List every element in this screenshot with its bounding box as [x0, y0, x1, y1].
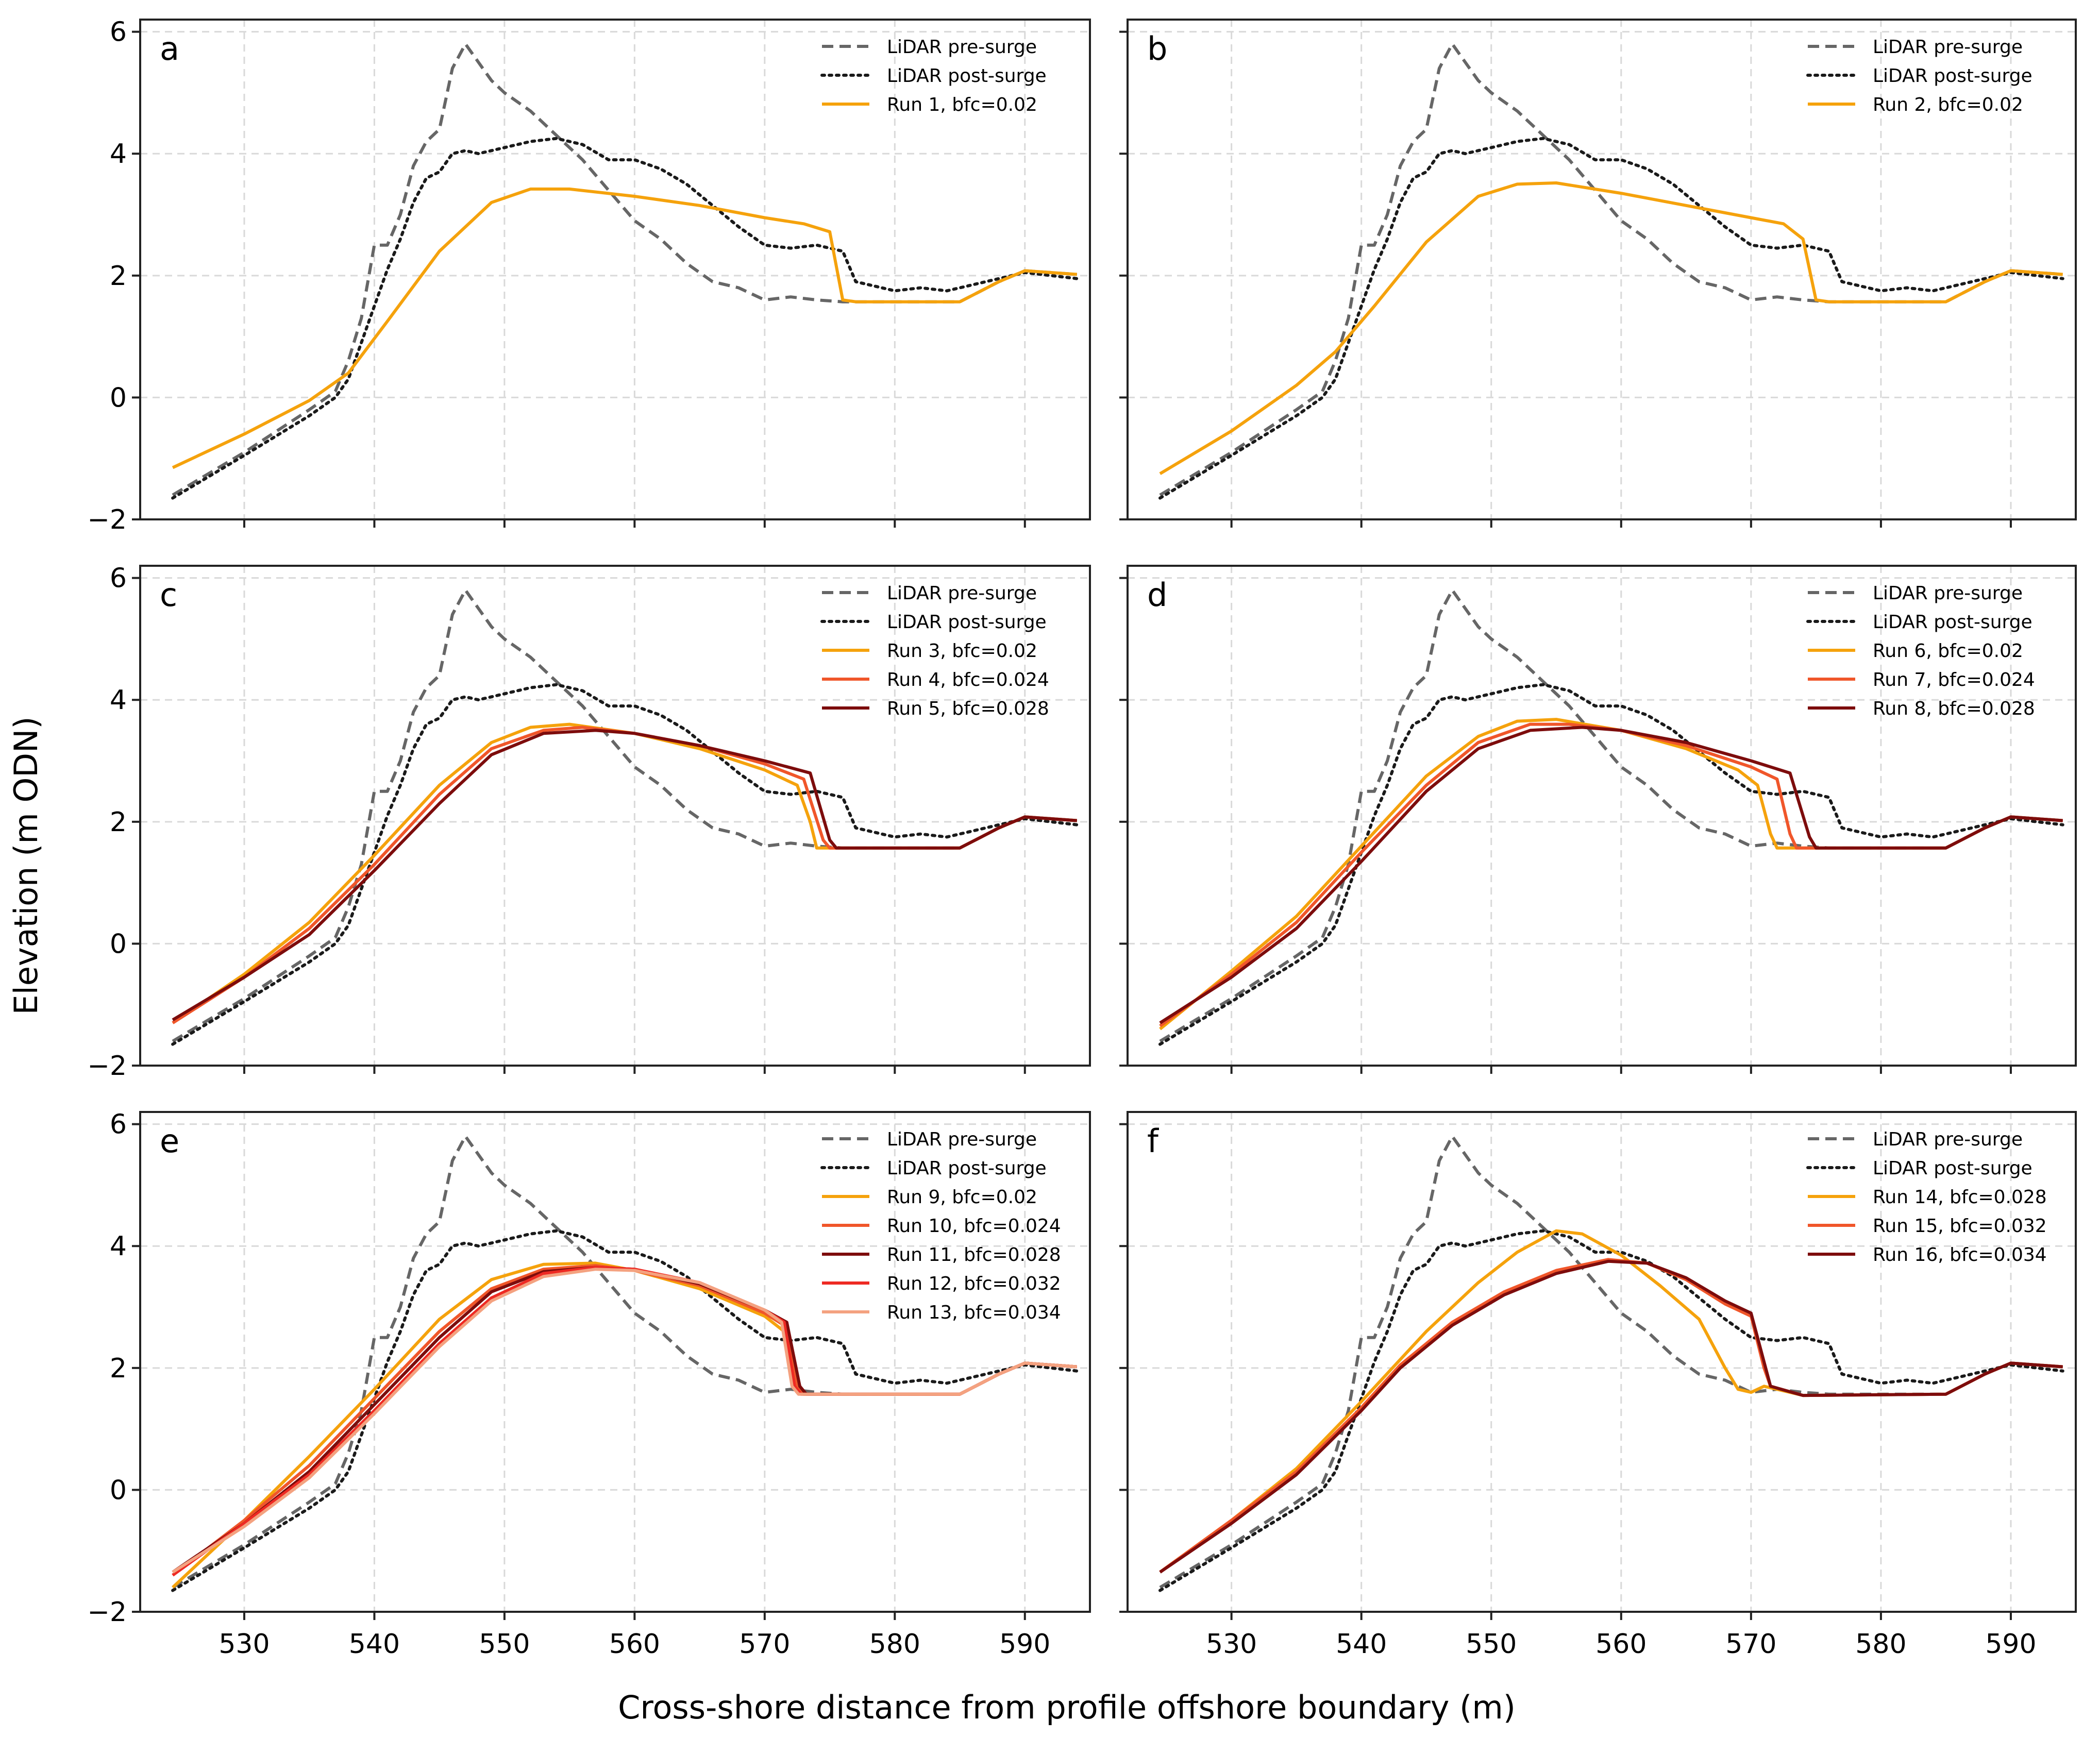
axes-frame: [1127, 565, 2077, 1067]
legend-label: Run 2, bfc=0.02: [1873, 94, 2023, 115]
plot-area: [171, 42, 1079, 500]
series-line: [1159, 181, 2063, 475]
y-tick-label: 2: [110, 261, 127, 292]
series-line: [172, 42, 1078, 497]
legend-label: Run 10, bfc=0.024: [887, 1216, 1061, 1237]
legend-label: Run 11, bfc=0.028: [887, 1244, 1061, 1266]
series-line: [171, 683, 1079, 1046]
y-tick-label: 4: [110, 139, 127, 170]
x-tick-label: 570: [1725, 1629, 1776, 1660]
series-line: [171, 137, 1079, 500]
y-tick-label: 0: [110, 929, 127, 959]
y-tick-label: 6: [110, 1109, 127, 1140]
legend-label: Run 4, bfc=0.024: [887, 669, 1049, 690]
y-tick-label: 0: [110, 382, 127, 413]
panel-a: −2 0 2 4 6 a LiDAR pre-surge LiDAR post-surge Ru…: [87, 17, 1091, 535]
series-line: [172, 588, 1078, 1043]
series-line: [172, 187, 1078, 469]
legend-label: LiDAR post-surge: [1873, 1158, 2032, 1179]
y-tick-label: 2: [110, 807, 127, 838]
x-tick-label: 560: [609, 1629, 660, 1660]
axes-frame: [139, 565, 1091, 1067]
panel-e: −2 0 2 4 6 530 540 550 560 570 580 590 e LiDAR pre-su…: [87, 1109, 1091, 1660]
x-tick-label: 580: [1855, 1629, 1906, 1660]
axes-frame: [1127, 19, 2077, 520]
legend-label: LiDAR post-surge: [887, 1158, 1047, 1179]
legend-label: Run 6, bfc=0.02: [1873, 640, 2023, 662]
legend-label: LiDAR pre-surge: [887, 1129, 1037, 1150]
axes-frame: [139, 19, 1091, 520]
plot-area: [1158, 1135, 2064, 1592]
legend-label: LiDAR post-surge: [1873, 65, 2032, 87]
legend-label: LiDAR post-surge: [887, 65, 1047, 87]
legend-label: LiDAR pre-surge: [887, 583, 1037, 604]
series-line: [1159, 726, 2063, 1024]
legend-label: LiDAR pre-surge: [1873, 37, 2023, 58]
axes-frame: [139, 1111, 1091, 1613]
legend-label: Run 15, bfc=0.032: [1873, 1216, 2047, 1237]
series-line: [1159, 42, 2063, 497]
x-tick-label: 560: [1595, 1629, 1647, 1660]
x-tick-label: 530: [219, 1629, 270, 1660]
legend-label: Run 8, bfc=0.028: [1873, 698, 2035, 719]
panel-letter: a: [160, 30, 179, 68]
legend-label: Run 3, bfc=0.02: [887, 640, 1037, 662]
legend-label: LiDAR pre-surge: [887, 37, 1037, 58]
panel-letter: c: [160, 576, 177, 614]
x-tick-label: 530: [1206, 1629, 1257, 1660]
legend-label: LiDAR post-surge: [1873, 612, 2032, 633]
legend-label: LiDAR pre-surge: [1873, 1129, 2023, 1150]
plot-area: [171, 588, 1079, 1046]
y-tick-label: −2: [87, 1051, 127, 1082]
y-tick-label: −2: [87, 1597, 127, 1628]
legend-label: Run 5, bfc=0.028: [887, 698, 1049, 719]
y-tick-label: 0: [110, 1475, 127, 1506]
panel-f: 530 540 550 560 570 580 590 f LiDAR pre-surge LiD…: [1119, 1111, 2077, 1660]
series-line: [1159, 1259, 2063, 1574]
legend-label: LiDAR post-surge: [887, 612, 1047, 633]
x-tick-label: 550: [479, 1629, 530, 1660]
plot-area: [1158, 588, 2064, 1046]
legend-label: LiDAR pre-surge: [1873, 583, 2023, 604]
legend-label: Run 13, bfc=0.034: [887, 1302, 1061, 1323]
x-tick-label: 590: [999, 1629, 1050, 1660]
axes-frame: [1127, 1111, 2077, 1613]
panel-c: −2 0 2 4 6 c LiDAR pre-surge LiDAR post-surge Ru…: [87, 563, 1091, 1082]
legend-label: Run 1, bfc=0.02: [887, 94, 1037, 115]
x-tick-label: 570: [739, 1629, 790, 1660]
x-tick-label: 540: [1336, 1629, 1387, 1660]
panel-b: b LiDAR pre-surge LiDAR post-surge Run 2, b…: [1119, 19, 2077, 528]
series-line: [1159, 588, 2063, 1043]
series-line: [172, 1268, 1078, 1574]
legend-label: Run 7, bfc=0.024: [1873, 669, 2035, 690]
y-tick-label: 6: [110, 563, 127, 594]
x-axis-title: Cross-shore distance from profile offsho…: [618, 1689, 1516, 1726]
legend-label: Run 14, bfc=0.028: [1873, 1187, 2047, 1208]
panel-letter: e: [160, 1122, 179, 1160]
y-tick-label: −2: [87, 504, 127, 535]
plot-area: [1158, 42, 2064, 500]
panels-layer: −2 0 2 4 6 a LiDAR pre-surge LiDAR post-surge Ru…: [87, 17, 2077, 1660]
panel-letter: d: [1147, 576, 1167, 614]
y-tick-label: 2: [110, 1353, 127, 1384]
panel-letter: b: [1147, 30, 1167, 68]
panel-letter: f: [1147, 1122, 1160, 1160]
x-tick-label: 550: [1466, 1629, 1517, 1660]
panel-d: d LiDAR pre-surge LiDAR post-surge Run 6, b…: [1119, 565, 2077, 1074]
y-tick-label: 4: [110, 685, 127, 716]
legend-label: Run 16, bfc=0.034: [1873, 1244, 2047, 1266]
legend-label: Run 9, bfc=0.02: [887, 1187, 1037, 1208]
x-tick-label: 590: [1985, 1629, 2036, 1660]
series-line: [1158, 137, 2064, 500]
legend-label: Run 12, bfc=0.032: [887, 1273, 1061, 1294]
y-axis-title: Elevation (m ODN): [7, 716, 45, 1015]
y-tick-label: 4: [110, 1231, 127, 1262]
series-line: [1158, 1229, 2064, 1592]
x-tick-label: 540: [349, 1629, 400, 1660]
x-tick-label: 580: [869, 1629, 920, 1660]
series-line: [172, 729, 1078, 1021]
plot-area: [171, 1135, 1079, 1592]
y-tick-label: 6: [110, 17, 127, 48]
